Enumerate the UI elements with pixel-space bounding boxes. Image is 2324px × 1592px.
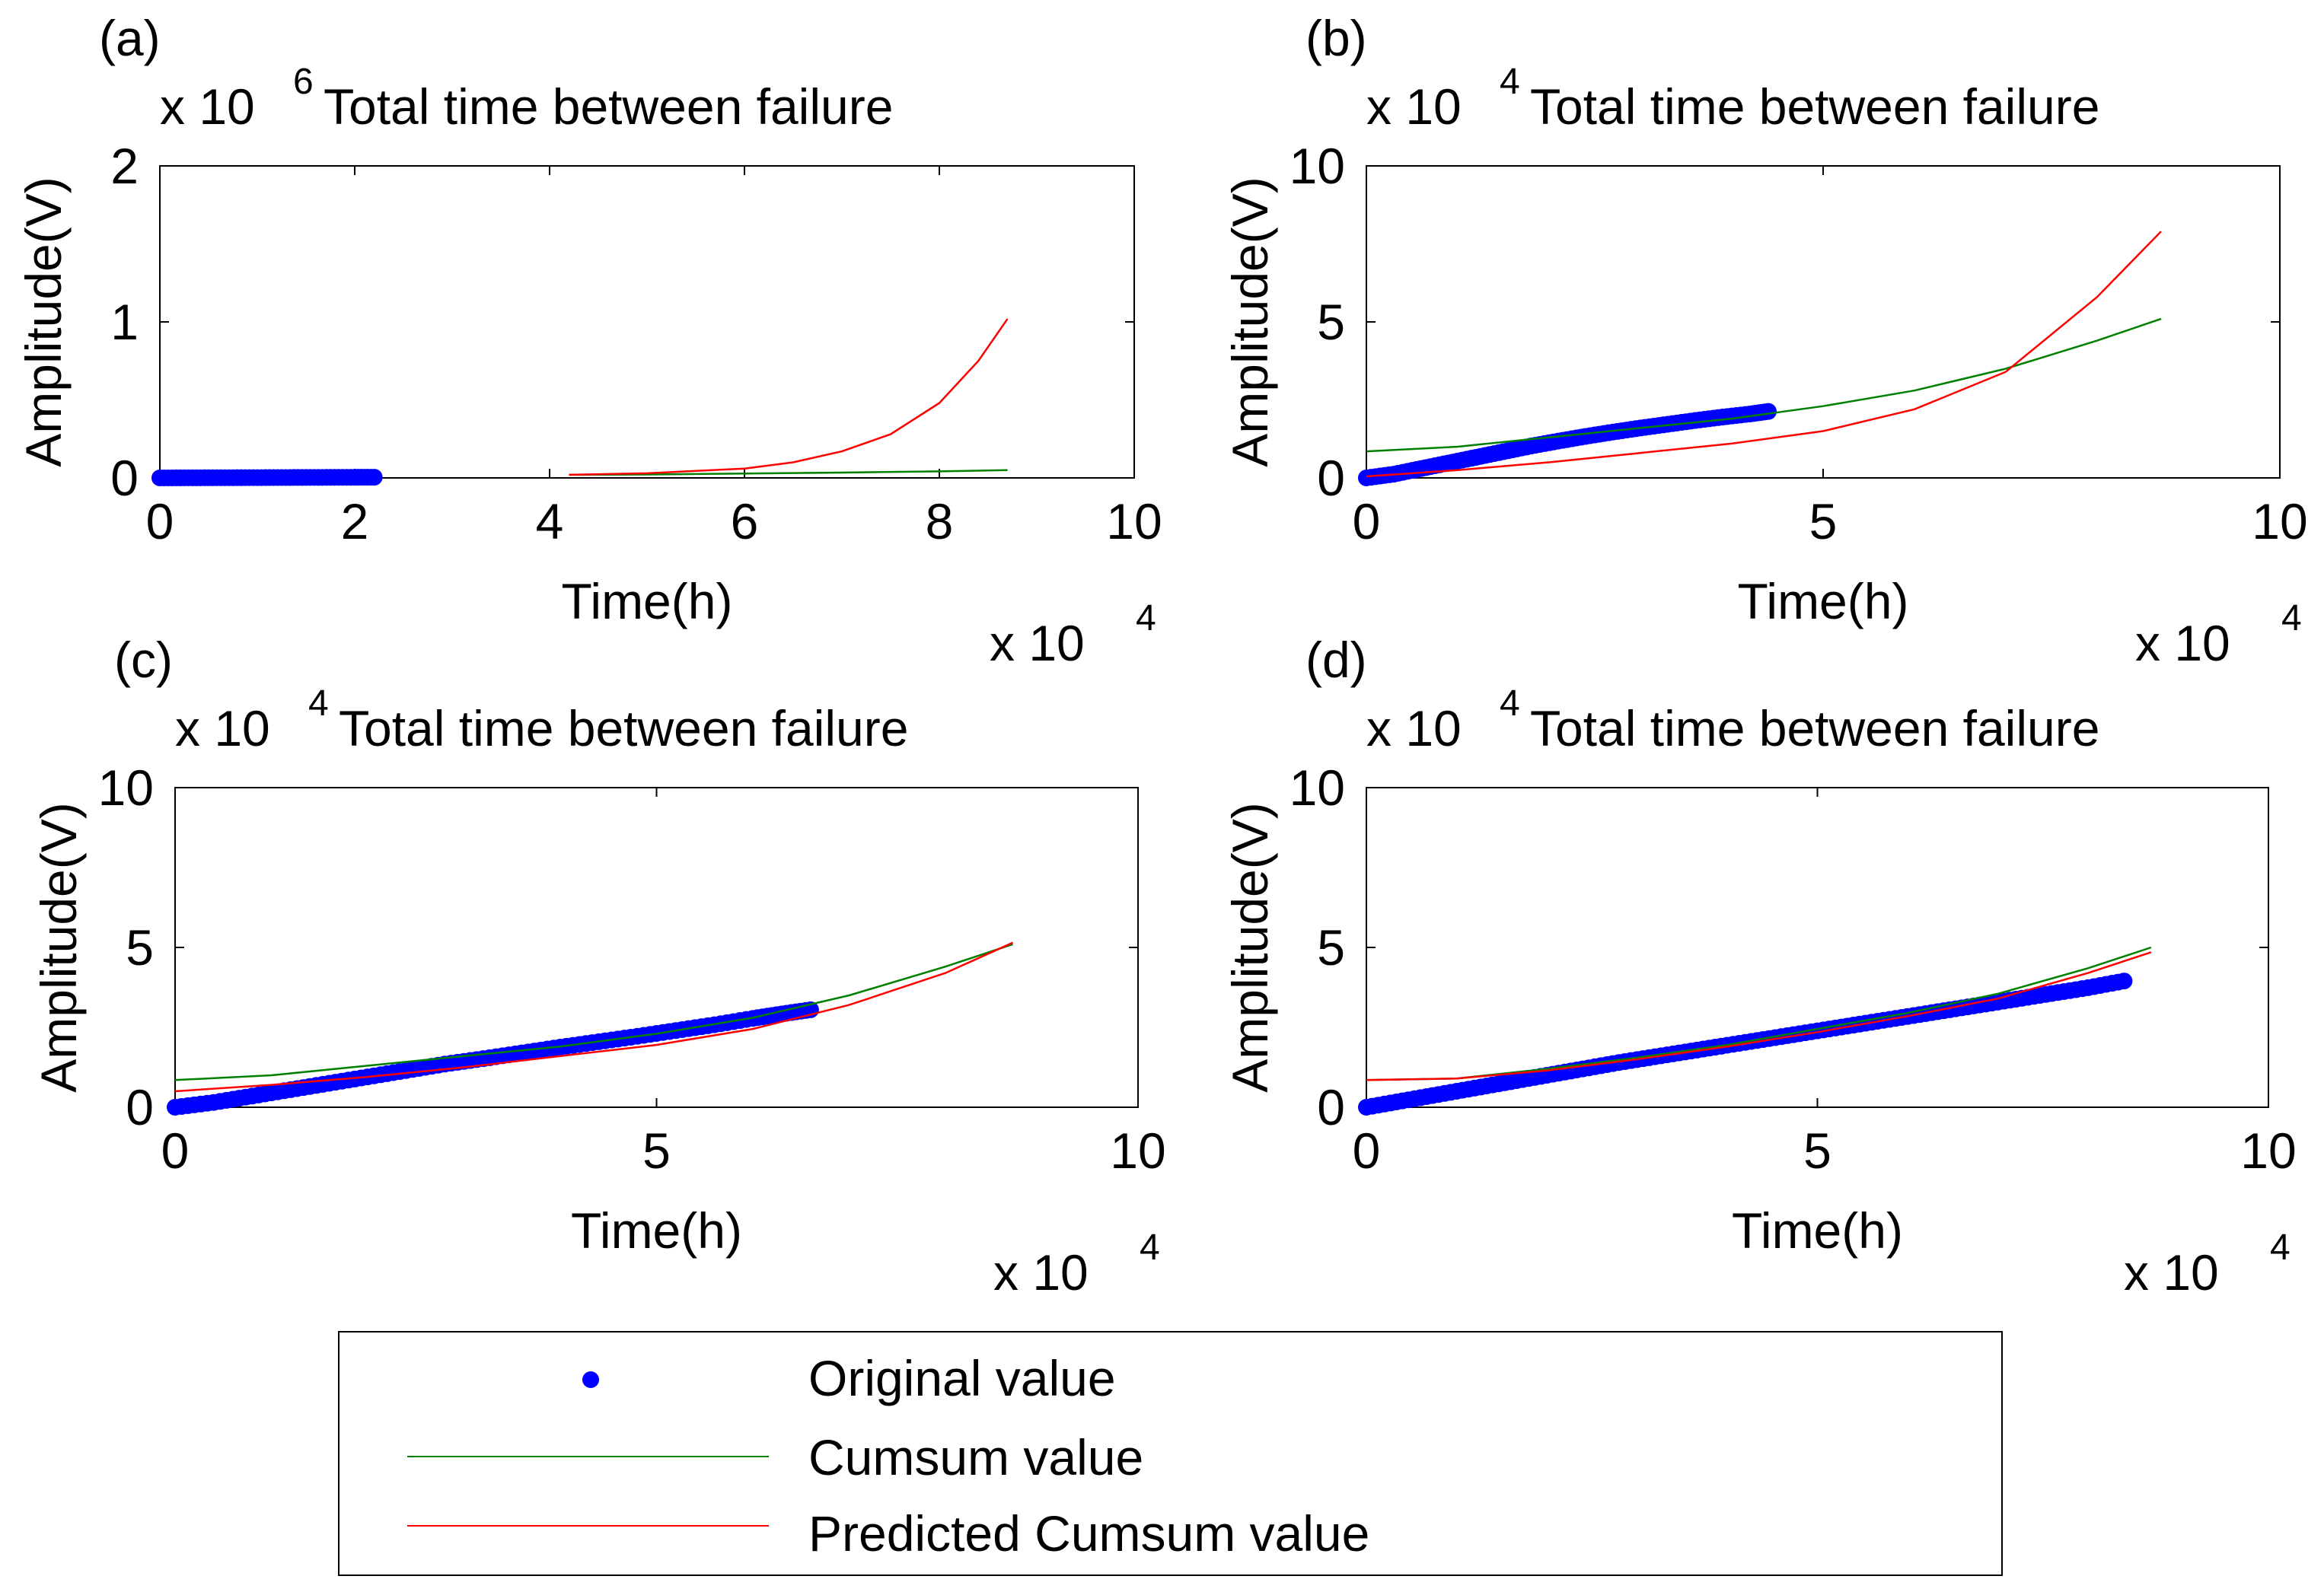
x-tick-label: 10: [2252, 493, 2307, 549]
x-tick-label: 2: [341, 493, 369, 549]
y-tick-label: 0: [1317, 450, 1345, 506]
x-multiplier: x 10: [2135, 615, 2230, 671]
y-axis-label: Amplitude(V): [30, 802, 87, 1092]
y-multiplier: x 10: [175, 700, 270, 756]
x-axis-label: Time(h): [1738, 573, 1909, 629]
series-line-1: [569, 469, 1008, 476]
panel-label: (a): [99, 10, 161, 66]
x-tick-label: 10: [2240, 1122, 2296, 1179]
x-exponent: 4: [2270, 1227, 2291, 1268]
y-tick-label: 5: [1317, 919, 1345, 976]
y-multiplier: x 10: [1366, 700, 1462, 756]
legend: Original value Cumsum value Predicted Cu…: [338, 1331, 2003, 1576]
x-exponent: 4: [1140, 1227, 1160, 1268]
plot-area: [1366, 787, 2269, 1108]
legend-box: [338, 1331, 2003, 1576]
series-line-2: [1366, 231, 2162, 478]
x-tick-label: 0: [146, 493, 174, 549]
chart-title: Total time between failure: [339, 700, 908, 756]
x-tick-label: 5: [642, 1122, 671, 1179]
x-tick-label: 4: [536, 493, 564, 549]
chart-title: Total time between failure: [324, 78, 893, 135]
x-exponent: 4: [2281, 598, 2302, 638]
y-exponent: 4: [1500, 683, 1520, 724]
plot-area: [1366, 165, 2281, 479]
x-tick-label: 0: [161, 1122, 190, 1179]
y-multiplier: x 10: [1366, 78, 1462, 135]
y-tick-label: 1: [110, 294, 139, 350]
legend-label-cumsum: Cumsum value: [808, 1429, 1143, 1485]
series-line-1: [1366, 317, 2162, 453]
data-point: [1760, 403, 1777, 420]
series-line-2: [569, 318, 1009, 476]
y-tick-label: 10: [98, 759, 154, 816]
panel-label: (b): [1305, 10, 1367, 66]
y-tick-label: 0: [1317, 1079, 1345, 1135]
x-tick-label: 10: [1106, 493, 1162, 549]
legend-label-original: Original value: [808, 1350, 1116, 1406]
y-tick-label: 0: [126, 1079, 154, 1135]
series-line-1: [174, 943, 1013, 1081]
y-tick-label: 10: [1290, 138, 1345, 194]
x-tick-label: 0: [1353, 493, 1381, 549]
y-tick-label: 10: [1290, 759, 1345, 816]
y-axis-label: Amplitude(V): [15, 177, 72, 466]
y-tick-label: 0: [110, 450, 139, 506]
x-axis-label: Time(h): [562, 573, 733, 629]
x-tick-label: 10: [1110, 1122, 1165, 1179]
y-multiplier: x 10: [160, 78, 255, 135]
legend-label-predicted: Predicted Cumsum value: [808, 1505, 1369, 1562]
plot-area: [174, 787, 1139, 1108]
chart-title: Total time between failure: [1530, 700, 2099, 756]
panel-label: (d): [1305, 632, 1367, 688]
x-multiplier: x 10: [2124, 1244, 2219, 1301]
y-exponent: 4: [1500, 62, 1520, 102]
data-point: [2115, 973, 2133, 990]
y-tick-label: 5: [1317, 294, 1345, 350]
x-tick-label: 5: [1809, 493, 1838, 549]
plot-area: [159, 165, 1135, 479]
x-axis-label: Time(h): [571, 1202, 742, 1259]
panel-label: (c): [114, 632, 173, 688]
x-tick-label: 8: [926, 493, 954, 549]
x-tick-label: 5: [1803, 1122, 1831, 1179]
x-multiplier: x 10: [990, 615, 1085, 671]
x-tick-label: 0: [1353, 1122, 1381, 1179]
y-exponent: 6: [293, 62, 314, 102]
series-line-2: [1366, 951, 2152, 1081]
y-tick-label: 5: [126, 919, 154, 976]
y-tick-label: 2: [110, 138, 139, 194]
data-point: [365, 469, 383, 486]
series-line-2: [174, 941, 1014, 1093]
y-axis-label: Amplitude(V): [1222, 177, 1278, 466]
y-exponent: 4: [308, 683, 329, 724]
x-tick-label: 6: [731, 493, 759, 549]
x-exponent: 4: [1136, 598, 1156, 638]
x-multiplier: x 10: [993, 1244, 1089, 1301]
legend-marker-original: [582, 1371, 599, 1388]
chart-title: Total time between failure: [1530, 78, 2099, 135]
y-axis-label: Amplitude(V): [1222, 802, 1278, 1092]
x-axis-label: Time(h): [1732, 1202, 1903, 1259]
